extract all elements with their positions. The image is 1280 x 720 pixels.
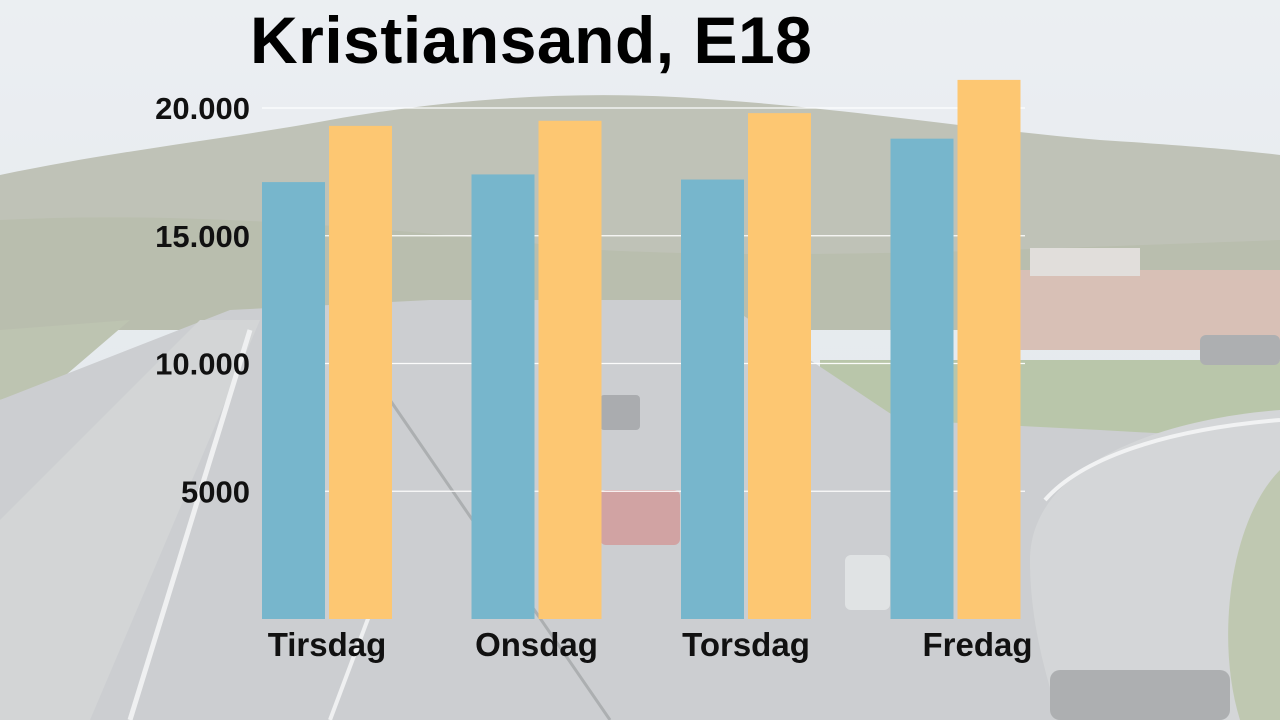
bars	[262, 79, 1021, 620]
y-tick-label: 5000	[181, 474, 250, 509]
bar	[957, 79, 1021, 619]
x-tick-label: Onsdag	[475, 626, 598, 663]
bar	[681, 179, 744, 620]
bar	[329, 125, 392, 619]
x-tick-label: Torsdag	[682, 626, 810, 663]
y-tick-label: 10.000	[155, 347, 250, 382]
chart-title: Kristiansand, E18	[250, 3, 813, 77]
bar	[890, 138, 954, 619]
y-tick-label: 15.000	[155, 219, 250, 254]
x-tick-label: Fredag	[922, 626, 1032, 663]
x-tick-label: Tirsdag	[268, 626, 387, 663]
bar	[471, 174, 535, 619]
bar	[748, 113, 811, 620]
y-axis-ticks: 5000 10.000 15.000 20.000	[155, 91, 250, 509]
x-axis-ticks: Tirsdag Onsdag Torsdag Fredag	[268, 626, 1033, 663]
bar	[538, 120, 602, 620]
bar	[262, 182, 325, 619]
y-tick-label: 20.000	[155, 91, 250, 126]
